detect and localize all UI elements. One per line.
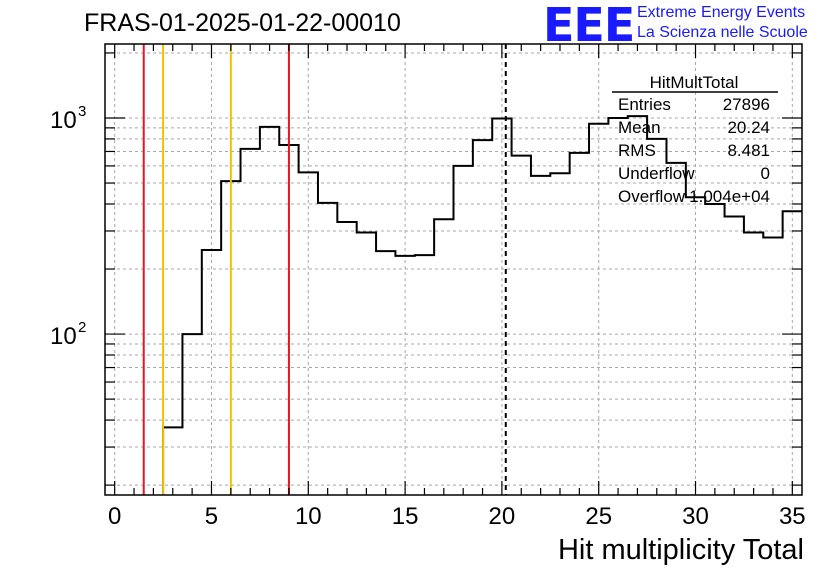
stats-value: 8.481 [727,141,770,160]
stats-value: 0 [761,164,770,183]
x-tick-label: 25 [585,503,612,530]
x-tick-label: 30 [682,503,709,530]
stats-label: Overflow [618,187,686,206]
stats-value: 27896 [723,95,770,114]
x-tick-label: 15 [392,503,419,530]
y-tick-label-base: 10 [50,323,77,350]
marker-lines [142,44,507,495]
logo-line-1: Extreme Energy Events [637,4,806,21]
eee-logo: EEE [543,0,635,52]
y-tick-label-exponent: 3 [78,103,86,120]
x-tick-label: 20 [489,503,516,530]
x-tick-label: 35 [779,503,806,530]
histogram-outline [162,115,802,495]
y-tick-label-base: 10 [50,107,77,134]
grid-lines [105,44,802,495]
x-tick-label: 0 [108,503,121,530]
x-tick-label: 10 [295,503,322,530]
histogram-series [162,115,802,495]
stats-label: Entries [618,95,671,114]
y-tick-label-exponent: 2 [78,319,86,336]
x-axis-label: Hit multiplicity Total [557,534,804,566]
stats-label: RMS [618,141,656,160]
stats-box: HitMultTotal Entries 27896 Mean 20.24 RMS 8.48… [612,73,778,206]
stats-name: HitMultTotal [650,73,739,92]
stats-label: Mean [618,118,661,137]
x-tick-label: 5 [205,503,218,530]
stats-value: 1.004e+04 [689,187,770,206]
chart-title: FRAS-01-2025-01-22-00010 [84,9,401,37]
stats-value: 20.24 [727,118,770,137]
stats-label: Underflow [618,164,695,183]
logo-line-2: La Scienza nelle Scuole [637,24,808,41]
